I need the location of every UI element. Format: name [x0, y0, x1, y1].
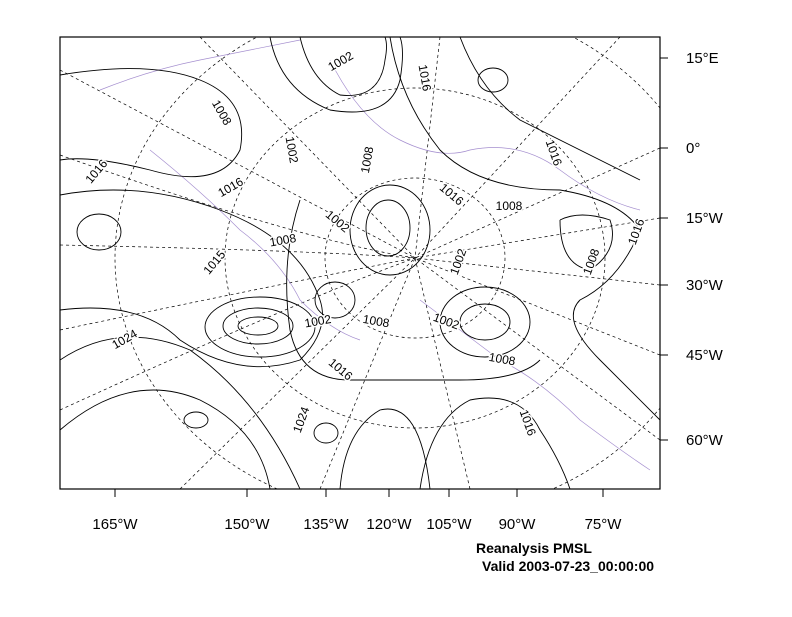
- bottom-axis: 165°W 150°W 135°W 120°W 105°W 90°W 75°W: [92, 489, 622, 533]
- caption-title: Reanalysis PMSL: [476, 540, 592, 556]
- contour-label: 1024: [290, 404, 312, 434]
- contour-label: 1016: [416, 63, 434, 92]
- latitude-label: 30°W: [686, 277, 724, 294]
- contour-label: 1002: [303, 312, 332, 330]
- contour-label: 1002: [431, 310, 461, 332]
- longitude-label: 120°W: [366, 516, 412, 533]
- pressure-contours: [60, 37, 660, 489]
- contour-label: 1008: [488, 350, 517, 368]
- contour-label: 1008: [209, 98, 235, 128]
- graticule: [60, 37, 660, 489]
- contour-label: 1016: [543, 138, 565, 168]
- latitude-label: 45°W: [686, 347, 724, 364]
- contour-label: 1008: [358, 145, 376, 174]
- longitude-label: 75°W: [585, 516, 623, 533]
- coastlines: [99, 39, 651, 471]
- latitude-label: 60°W: [686, 432, 724, 449]
- map-content: 1002 1016 1008 1002 1016 1016 1008 1016 1008 1016…: [60, 37, 660, 489]
- longitude-label: 135°W: [303, 516, 349, 533]
- latitude-label: 15°E: [686, 50, 719, 67]
- right-axis: 15°E 0° 15°W 30°W 45°W 60°W: [660, 50, 724, 449]
- contour-label: 1008: [580, 246, 602, 276]
- contour-label: 1002: [447, 246, 469, 276]
- contour-label: 1016: [437, 180, 467, 208]
- latitude-label: 15°W: [686, 210, 724, 227]
- caption-valid: Valid 2003-07-23_00:00:00: [482, 558, 654, 574]
- contour-label: 1015: [200, 247, 228, 277]
- longitude-label: 105°W: [426, 516, 472, 533]
- longitude-label: 165°W: [92, 516, 138, 533]
- contour-label: 1008: [362, 312, 391, 330]
- contour-label: 1002: [326, 48, 356, 74]
- contour-label: 1002: [283, 135, 301, 164]
- latitude-label: 0°: [686, 140, 700, 157]
- contour-label: 1016: [216, 174, 246, 200]
- longitude-label: 90°W: [499, 516, 537, 533]
- longitude-label: 150°W: [224, 516, 270, 533]
- contour-label: 1016: [625, 216, 647, 246]
- contour-label: 1016: [517, 408, 539, 438]
- contour-label: 1024: [110, 326, 140, 352]
- contour-label: 1008: [496, 199, 523, 213]
- contour-label: 1008: [268, 231, 297, 249]
- contour-label: 1002: [323, 207, 353, 235]
- map-frame: [59, 36, 661, 490]
